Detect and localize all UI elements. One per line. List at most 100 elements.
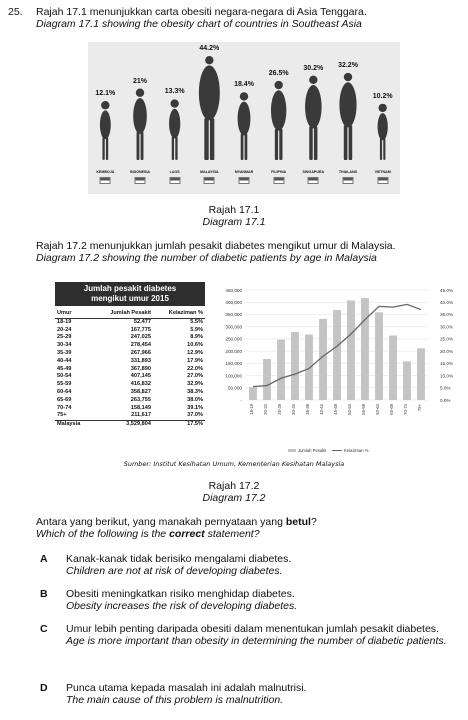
table-cell: 38.3% xyxy=(187,388,203,395)
diagram2-caption: Rajah 17.2 Diagram 17.2 xyxy=(0,480,468,504)
x-tick: 45-49 xyxy=(333,403,338,414)
y-left-tick: 200,000 xyxy=(225,349,242,354)
table-cell: 40-44 xyxy=(57,357,72,364)
question-intro: Rajah 17.1 menunjukkan carta obesiti neg… xyxy=(36,6,456,30)
obesity-value-label: 32.2% xyxy=(338,61,358,69)
prompt-malay: Antara yang berikut, yang manakah pernya… xyxy=(36,516,456,528)
y-left-tick: 100,000 xyxy=(225,373,242,378)
diagram1-caption-malay: Rajah 17.1 xyxy=(208,204,260,216)
y-right-tick: 30.0% xyxy=(440,324,453,329)
y-right-tick: 15.0% xyxy=(440,361,453,366)
bar xyxy=(319,318,327,400)
table-cell: 5.9% xyxy=(190,326,203,333)
country-label: MALAYSIA xyxy=(200,170,219,174)
table-cell: 331,893 xyxy=(130,357,152,364)
option-c-english: Age is more important than obesity in de… xyxy=(66,635,447,647)
figure-body xyxy=(169,108,181,139)
y-right-tick: 0.0% xyxy=(440,398,450,403)
y-right-tick: 35.0% xyxy=(440,312,453,317)
obesity-chart: 12.1% KEMBOJA 21% INDONESIA 13.3% LAOS 44.2% MA… xyxy=(88,42,400,194)
obesity-value-label: 21% xyxy=(132,77,148,85)
y-right-tick: 40.0% xyxy=(440,300,453,305)
option-d[interactable]: Punca utama kepada masalah ini adalah ma… xyxy=(66,682,456,706)
y-right-tick: 20.0% xyxy=(440,349,453,354)
option-a-malay: Kanak-kanak tidak berisiko mengalami dia… xyxy=(66,553,292,565)
figure-leg xyxy=(343,125,348,160)
y-left-tick: 450,000 xyxy=(225,288,242,293)
option-c-letter[interactable]: C xyxy=(40,623,48,635)
country-flag xyxy=(134,177,146,184)
table-cell: 10.6% xyxy=(187,342,203,349)
option-d-malay: Punca utama kepada masalah ini adalah ma… xyxy=(66,682,307,694)
bar xyxy=(249,387,257,400)
country-label: KEMBOJA xyxy=(96,170,115,174)
table-cell: 416,832 xyxy=(130,381,152,388)
obesity-value-label: 44.2% xyxy=(199,45,220,52)
figure-head xyxy=(378,103,387,113)
option-c[interactable]: Umur lebih penting daripada obesiti dala… xyxy=(66,623,456,647)
diagram1-caption: Rajah 17.1 Diagram 17.1 xyxy=(0,204,468,228)
diagram2-caption-malay: Rajah 17.2 xyxy=(208,480,260,492)
prompt-malay-bold: betul xyxy=(285,516,311,528)
table-cell: Malaysia xyxy=(55,420,93,429)
table-cell: 278,454 xyxy=(130,342,152,349)
table-cell: 52,477 xyxy=(133,318,152,325)
country-label: VIETNAM xyxy=(374,170,391,174)
table-cell: 60-64 xyxy=(57,388,72,395)
country-flag xyxy=(238,177,250,184)
obesity-value-label: 26.5% xyxy=(268,69,289,77)
figure-leg xyxy=(136,131,140,160)
obesity-figures xyxy=(99,56,388,160)
obesity-value-label: 12.1% xyxy=(95,90,116,98)
country-label: LAOS xyxy=(169,170,180,174)
figure-body xyxy=(339,82,357,128)
bar xyxy=(277,339,285,400)
table-cell: 17.5% xyxy=(153,420,205,429)
person-figure xyxy=(270,80,287,160)
option-a-letter[interactable]: A xyxy=(40,553,48,565)
table-cell: 263,755 xyxy=(130,396,152,403)
table-cell: 55-59 xyxy=(57,381,72,388)
table-cell: 8.9% xyxy=(190,334,203,341)
y-left-tick: - xyxy=(240,398,242,403)
x-tick: 70-74 xyxy=(403,403,408,414)
table-cell: 45-49 xyxy=(57,365,72,372)
option-b[interactable]: Obesiti meningkatkan risiko menghidap di… xyxy=(66,588,456,612)
option-a[interactable]: Kanak-kanak tidak berisiko mengalami dia… xyxy=(66,553,456,577)
y-left-tick: 300,000 xyxy=(225,324,242,329)
question-prompt: Antara yang berikut, yang manakah pernya… xyxy=(36,516,456,540)
person-figure xyxy=(305,75,322,160)
source-note: Sumber: Institut Kesihatan Umum, Kemente… xyxy=(123,460,345,468)
table-row: 45-49 367,890 22.0% xyxy=(55,366,205,374)
option-b-letter[interactable]: B xyxy=(40,588,48,600)
bar xyxy=(361,298,369,400)
option-d-letter[interactable]: D xyxy=(40,682,48,694)
figure-leg xyxy=(105,137,109,160)
y-left-tick: 350,000 xyxy=(225,312,242,317)
bar xyxy=(291,331,299,400)
y-left-tick: 400,000 xyxy=(225,300,242,305)
figure-head xyxy=(343,72,353,82)
option-a-english: Children are not at risk of developing d… xyxy=(66,565,283,577)
person-figure xyxy=(237,92,251,160)
table-cell: 38.0% xyxy=(187,396,203,403)
x-tick: 20-24 xyxy=(263,403,268,414)
figure-body xyxy=(270,90,287,131)
table-cell: Kelaziman % xyxy=(153,310,205,319)
table-cell: 20-24 xyxy=(57,326,72,333)
table-row: 75+ 211,617 37.0% xyxy=(55,412,205,420)
x-tick: 25-29 xyxy=(277,403,282,414)
obesity-value-label: 18.4% xyxy=(234,81,254,89)
table-cell: 35-39 xyxy=(57,349,72,356)
figure-leg xyxy=(309,126,313,160)
obesity-value-label: 13.3% xyxy=(164,88,185,96)
country-label: THAILAND xyxy=(338,170,358,174)
legend-line-label: Kelaziman % xyxy=(344,448,369,453)
x-tick: 75+ xyxy=(417,403,422,411)
obesity-value-label: 30.2% xyxy=(303,64,324,72)
figure-leg xyxy=(244,133,248,160)
x-tick: 18-19 xyxy=(249,403,254,414)
table-cell: 267,966 xyxy=(130,349,152,356)
x-tick: 30-34 xyxy=(291,403,296,414)
table-cell: 5.5% xyxy=(190,318,203,325)
